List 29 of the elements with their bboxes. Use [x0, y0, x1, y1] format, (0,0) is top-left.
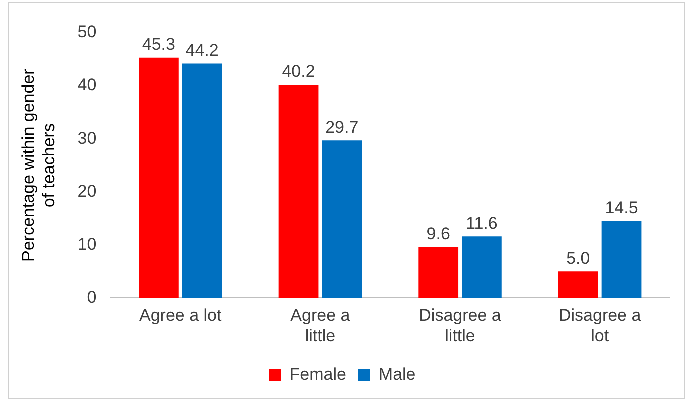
data-label: 11.6 [466, 214, 498, 233]
bar [418, 247, 459, 298]
data-label: 40.2 [282, 62, 316, 82]
data-label: 5.0 [566, 248, 590, 268]
bar [558, 272, 598, 298]
data-label: 9.6 [426, 224, 450, 244]
data-label: 29.7 [326, 118, 359, 137]
y-tick-label: 0 [87, 288, 97, 307]
y-tick-label: 50 [78, 22, 97, 42]
x-tick-label: Disagree a lot [558, 306, 642, 346]
bar [182, 64, 222, 298]
legend-label: Male [378, 365, 416, 384]
bar [322, 140, 362, 298]
bar [462, 236, 502, 298]
y-tick-label: 30 [78, 128, 97, 148]
data-label: 45.3 [142, 35, 176, 54]
bar [602, 221, 642, 298]
y-tick-label: 40 [78, 76, 97, 95]
data-label: 14.5 [605, 198, 638, 218]
data-label: 44.2 [186, 40, 219, 60]
y-tick-label: 10 [78, 234, 97, 254]
bar [139, 58, 179, 298]
y-axis-title: Percentage within gender of teachers [18, 68, 58, 262]
bar [278, 84, 319, 298]
x-tick-label: Agree a lot [140, 306, 222, 326]
x-tick-label: Agree a little [290, 306, 351, 346]
y-tick-label: 20 [78, 182, 97, 201]
legend-label: Female [290, 365, 346, 384]
x-tick-label: Disagree a little [419, 306, 502, 346]
